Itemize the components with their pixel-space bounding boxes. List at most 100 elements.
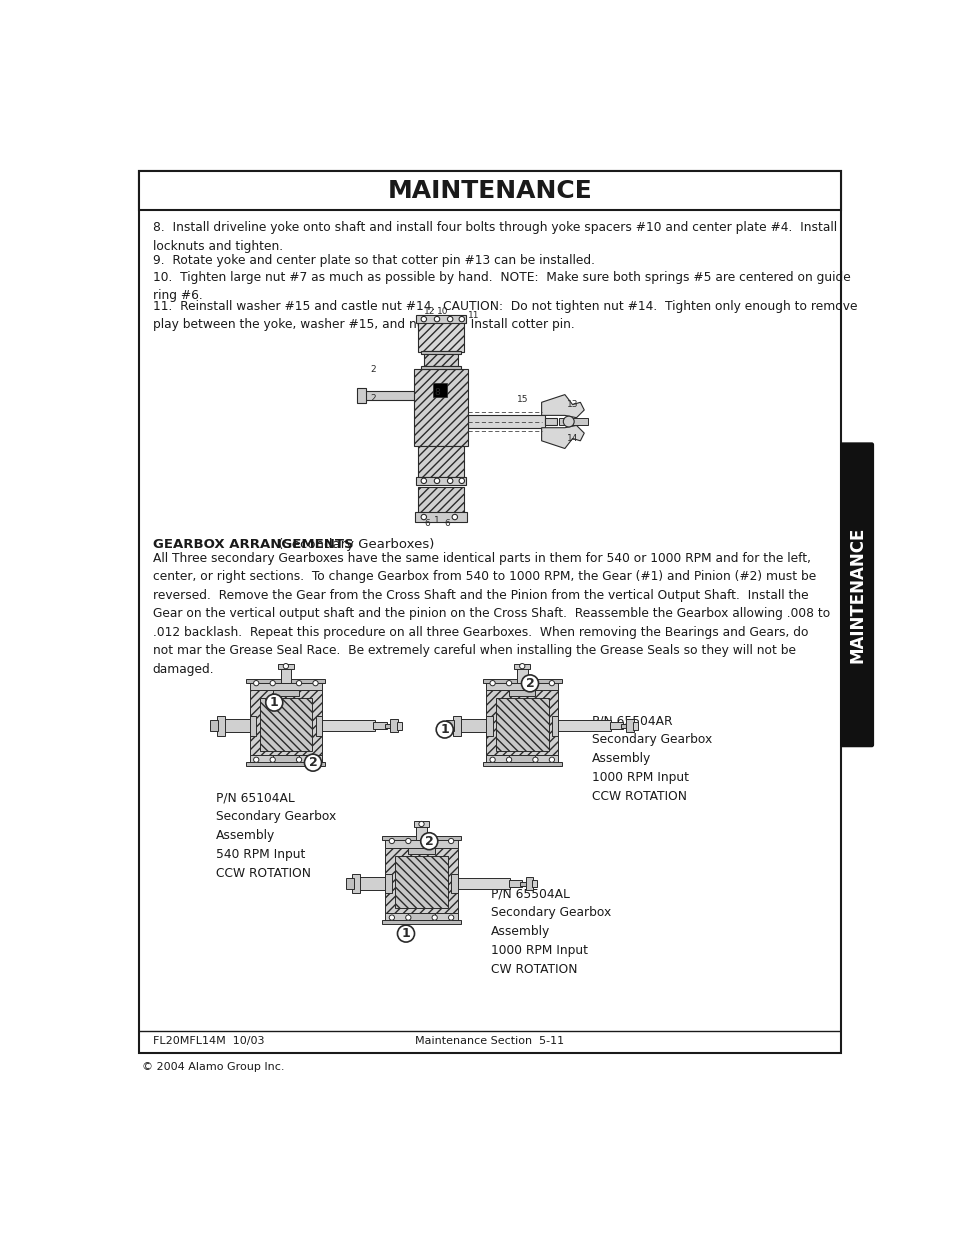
Circle shape [532,757,537,762]
Circle shape [447,478,453,484]
Bar [250,755,322,764]
Circle shape [270,680,275,685]
Circle shape [313,757,317,762]
Circle shape [447,316,453,322]
Circle shape [519,663,524,669]
Circle shape [532,680,537,685]
Circle shape [436,721,453,739]
FancyBboxPatch shape [840,442,873,747]
Circle shape [458,478,464,484]
Bar [246,678,325,683]
Text: 13: 13 [566,400,578,409]
Bar [384,724,393,727]
Circle shape [389,915,395,920]
Circle shape [296,757,301,762]
Polygon shape [541,395,583,417]
Bar [250,716,256,736]
Text: © 2004 Alamo Group Inc.: © 2004 Alamo Group Inc. [142,1062,285,1072]
Bar [396,721,401,730]
Bar [417,446,464,477]
Text: 10: 10 [436,308,448,316]
Bar [632,721,638,730]
Text: 15: 15 [516,395,527,405]
Bar [322,720,375,731]
Circle shape [304,755,321,771]
Bar [408,847,435,855]
Bar [408,913,435,920]
Text: (Secondary Gearboxes): (Secondary Gearboxes) [274,537,435,551]
Text: MAINTENANCE: MAINTENANCE [847,526,865,663]
Bar [482,762,561,766]
Text: 12: 12 [423,308,435,316]
Bar [415,513,467,521]
Bar [280,667,291,683]
Bar [417,487,464,514]
Bar [363,390,416,400]
Circle shape [313,680,317,685]
Circle shape [418,821,424,826]
Circle shape [562,416,574,427]
Bar [509,689,535,697]
Bar [210,720,218,731]
Circle shape [296,680,301,685]
Circle shape [432,915,436,920]
Bar [345,878,354,889]
Circle shape [253,680,258,685]
Circle shape [397,925,415,942]
Bar [482,678,561,683]
Text: P/N 65104AL
Secondary Gearbox
Assembly
540 RPM Input
CCW ROTATION: P/N 65104AL Secondary Gearbox Assembly 5… [216,792,336,881]
Circle shape [434,316,439,322]
Bar [385,839,457,848]
Text: 14: 14 [566,433,578,443]
Bar [485,682,558,690]
Circle shape [266,694,282,711]
Bar [385,913,457,923]
Text: 1: 1 [440,722,449,736]
Bar [138,172,840,210]
Circle shape [490,680,495,685]
Circle shape [448,915,454,920]
Bar [420,351,460,353]
Bar [273,755,298,762]
Bar [246,762,325,766]
Text: 2: 2 [370,394,375,403]
Bar [373,722,386,729]
Circle shape [420,832,437,850]
Circle shape [434,478,439,484]
Bar [277,663,294,669]
Bar [519,882,528,885]
Text: 6: 6 [444,520,450,529]
Text: GEARBOX ARRANGEMENTS: GEARBOX ARRANGEMENTS [152,537,353,551]
Text: 2: 2 [424,835,434,847]
Bar [216,716,224,736]
Text: 1: 1 [401,927,410,940]
Bar [273,689,298,697]
Circle shape [405,915,411,920]
Circle shape [506,757,511,762]
Circle shape [452,514,457,520]
Circle shape [506,680,511,685]
Text: 2: 2 [525,677,534,690]
Text: 8: 8 [434,388,439,396]
Text: 8.  Install driveline yoke onto shaft and install four bolts through yoke spacer: 8. Install driveline yoke onto shaft and… [152,221,836,253]
Circle shape [490,757,495,762]
Text: P/N 65504AL
Secondary Gearbox
Assembly
1000 RPM Input
CW ROTATION: P/N 65504AL Secondary Gearbox Assembly 1… [491,888,611,977]
Bar [620,724,628,727]
Circle shape [448,839,454,844]
Bar [496,698,548,751]
Bar [558,720,611,731]
Text: All Three secondary Gearboxes have the same identical parts in them for 540 or 1: All Three secondary Gearboxes have the s… [152,552,829,676]
Bar [468,415,545,427]
Bar [514,663,530,669]
Text: MAINTENANCE: MAINTENANCE [387,179,592,203]
Circle shape [389,839,395,844]
Circle shape [405,839,411,844]
Circle shape [521,674,537,692]
Bar [395,856,447,909]
Bar [250,682,322,690]
Bar [223,719,251,732]
Bar [451,873,457,893]
Bar [457,878,510,889]
Bar [416,477,465,484]
Circle shape [420,514,426,520]
